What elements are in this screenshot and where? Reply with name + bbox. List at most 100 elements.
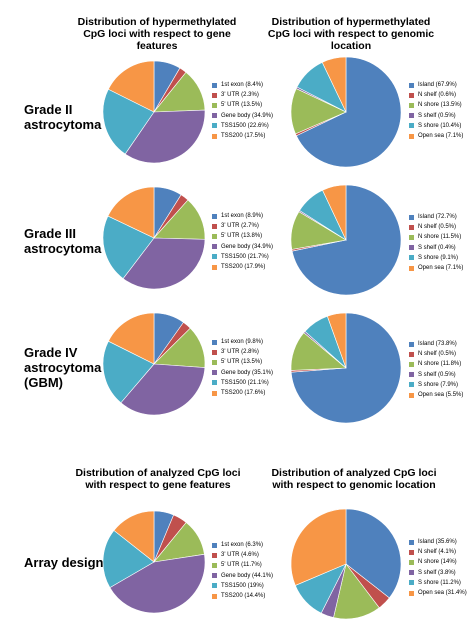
legend-item-1st-exon: 1st exon (8.4%) (212, 80, 273, 90)
legend-swatch (212, 380, 217, 386)
legend-item-tss1500: TSS1500 (22.6%) (212, 121, 273, 131)
legend-swatch (212, 244, 217, 250)
legend-label: N shelf (0.5%) (418, 351, 457, 358)
legend-label: TSS200 (14.4%) (221, 593, 266, 600)
legend-item-1st-exon: 1st exon (9.8%) (212, 337, 273, 347)
legend-item-tss200: TSS200 (17.6%) (212, 388, 273, 398)
header-line: Distribution of analyzed CpG loci (75, 467, 241, 479)
legend-swatch (409, 590, 414, 596)
pie-slice-island (295, 56, 402, 168)
row-label-array: Array design (24, 555, 103, 570)
legend-item-3-utr: 3' UTR (2.3%) (212, 90, 273, 100)
legend-swatch (212, 390, 217, 396)
pie-slice-tss1500 (102, 215, 155, 279)
legend-item-s-shore: S shore (7.9%) (409, 380, 463, 390)
pie-slice-open-sea (290, 508, 347, 586)
legend-swatch (409, 235, 414, 240)
legend-item-tss200: TSS200 (17.9%) (212, 262, 273, 272)
legend-swatch (409, 123, 414, 129)
legend-item-s-shore: S shore (11.2%) (409, 578, 467, 588)
legend-item-open-sea: Open sea (7.1%) (409, 131, 463, 141)
legend-swatch (212, 234, 217, 239)
row-label-line: astrocytoma (24, 241, 102, 256)
legend-swatch (212, 370, 217, 376)
legend-label: Gene body (34.9%) (221, 243, 274, 250)
legend-label: TSS1500 (21.1%) (221, 379, 269, 386)
pie-slice-tss200 (113, 510, 155, 563)
legend-item-tss200: TSS200 (17.5%) (212, 131, 273, 141)
legend-label: N shore (13.5%) (418, 102, 462, 109)
legend-swatch (409, 113, 414, 119)
legend-swatch (409, 214, 414, 220)
legend-item-open-sea: Open sea (5.5%) (409, 390, 463, 400)
legend-swatch (409, 362, 414, 367)
legend-label: Island (73.8%) (418, 341, 457, 347)
legend-item-3-utr: 3' UTR (4.6%) (212, 550, 273, 560)
legend-swatch (409, 580, 414, 586)
legend-label: S shelf (0.4%) (418, 244, 456, 251)
legend-label: Island (67.9%) (418, 82, 457, 88)
legend-item-s-shelf: S shelf (3.8%) (409, 568, 467, 578)
legend-swatch (212, 573, 217, 579)
legend-grade3-genomic-location: Island (72.7%) N shelf (0.5%) N shore (11.… (409, 212, 463, 273)
legend-label: S shelf (3.8%) (418, 569, 456, 576)
header-line: Distribution of hypermethylated (77, 16, 237, 28)
legend-label: Open sea (7.1%) (418, 265, 464, 272)
legend-label: 3' UTR (2.8%) (221, 349, 259, 356)
legend-grade3-gene-features: 1st exon (8.9%) 3' UTR (2.7%) 5' UTR (13.8… (212, 211, 273, 272)
legend-label: N shelf (4.1%) (418, 549, 457, 556)
legend-label: S shelf (0.5%) (418, 112, 456, 119)
legend-array-gene-features: 1st exon (6.3%) 3' UTR (4.6%) 5' UTR (11.7… (212, 540, 273, 601)
header-line: Distribution of hypermethylated (271, 16, 431, 28)
pie-chart-array-genomic-location (290, 508, 402, 620)
pie-slice-tss1500 (102, 530, 155, 589)
legend-swatch (212, 123, 217, 129)
legend-label: S shelf (0.5%) (418, 371, 456, 378)
legend-item-n-shore: N shore (11.5%) (409, 232, 463, 242)
legend-label: 1st exon (9.8%) (221, 339, 264, 345)
legend-label: Open sea (5.5%) (418, 392, 464, 399)
legend-swatch (409, 539, 414, 545)
pie-slice-island (291, 184, 402, 296)
legend-label: Gene body (35.1%) (221, 369, 274, 376)
legend-swatch (409, 372, 414, 378)
legend-label: 1st exon (8.4%) (221, 82, 264, 88)
legend-swatch (212, 593, 217, 599)
pie-slice-tss200 (107, 60, 155, 113)
legend-item-n-shore: N shore (14%) (409, 557, 467, 567)
pie-chart-grade2-genomic-location (290, 56, 402, 168)
legend-swatch (409, 560, 414, 565)
pie-chart-grade4-gene-features (102, 312, 206, 416)
pie-chart-grade3-gene-features (102, 186, 206, 290)
row-label-line: Grade II (24, 102, 73, 117)
row-label-line: Grade III (24, 226, 77, 241)
pie-slice-island (345, 508, 402, 599)
legend-label: Gene body (44.1%) (221, 572, 274, 579)
legend-label: N shelf (0.5%) (418, 224, 457, 231)
legend-swatch (409, 245, 414, 251)
legend-swatch (409, 103, 414, 108)
legend-grade4-gene-features: 1st exon (9.8%) 3' UTR (2.8%) 5' UTR (13.5… (212, 337, 273, 398)
legend-item-tss1500: TSS1500 (21.1%) (212, 378, 273, 388)
legend-item-s-shelf: S shelf (0.5%) (409, 111, 463, 121)
header-line: Distribution of analyzed CpG loci (271, 467, 437, 479)
legend-swatch (212, 113, 217, 119)
legend-item-island: Island (35.6%) (409, 537, 467, 547)
legend-label: Island (35.6%) (418, 539, 457, 545)
row-label-line: Array design (24, 555, 104, 570)
legend-label: S shore (10.4%) (418, 122, 462, 129)
legend-swatch (212, 264, 217, 270)
legend-swatch (409, 255, 414, 261)
row-label-grade3: Grade III astrocytoma (24, 226, 101, 256)
pie-chart-grade3-genomic-location (290, 184, 402, 296)
legend-swatch (409, 341, 414, 347)
legend-label: 5' UTR (11.7%) (221, 562, 262, 569)
pie-chart-grade4-genomic-location (290, 312, 402, 424)
legend-item-5-utr: 5' UTR (11.7%) (212, 560, 273, 570)
legend-label: N shore (11.5%) (418, 234, 462, 241)
legend-label: 5' UTR (13.5%) (221, 359, 263, 366)
legend-item-open-sea: Open sea (7.1%) (409, 263, 463, 273)
pie-slice-open-sea (322, 184, 347, 241)
legend-grade2-genomic-location: Island (67.9%) N shelf (0.6%) N shore (13.… (409, 80, 463, 141)
legend-label: 3' UTR (2.7%) (221, 223, 259, 230)
